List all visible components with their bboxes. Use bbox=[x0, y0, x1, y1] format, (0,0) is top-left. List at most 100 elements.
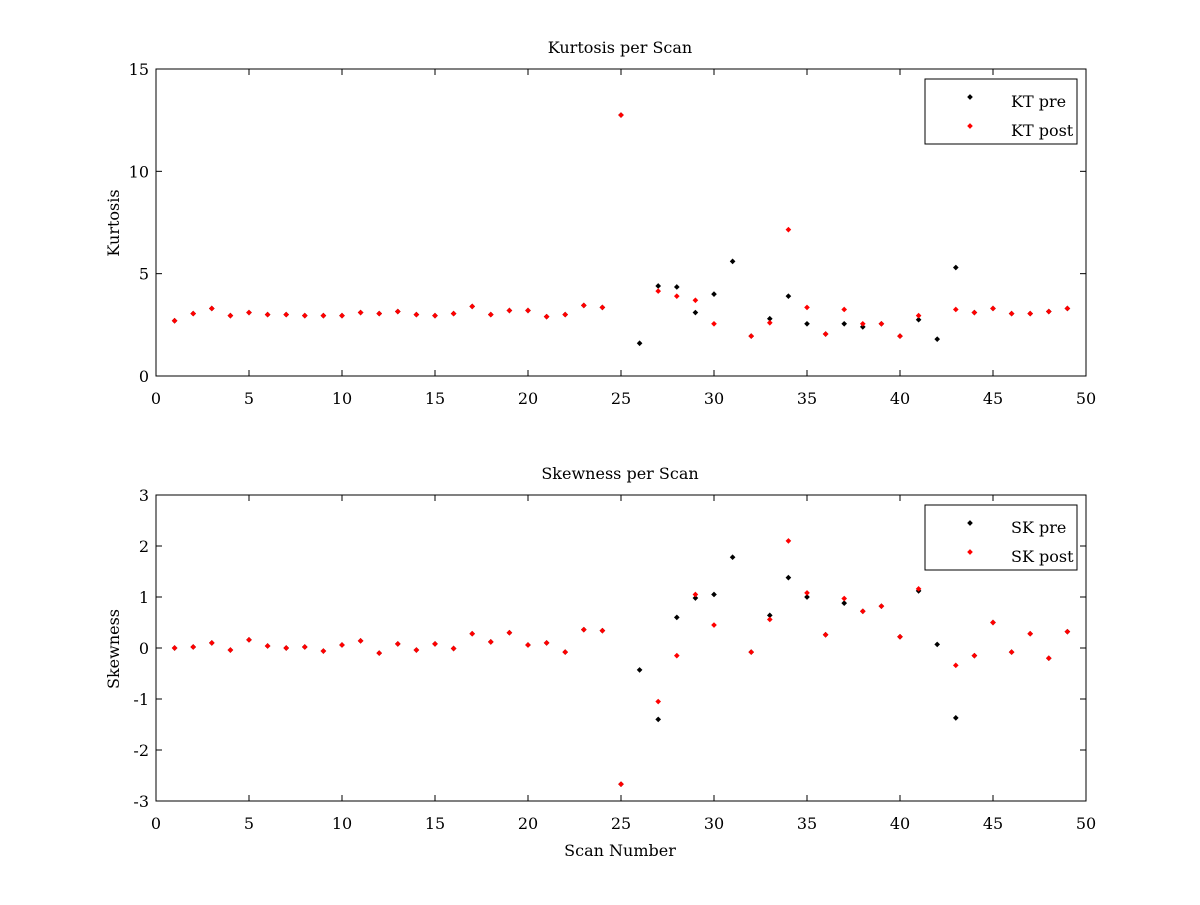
kurtosis-post-point bbox=[915, 312, 922, 319]
kurtosis-post-point bbox=[878, 320, 885, 327]
kurtosis-post-point bbox=[673, 293, 680, 300]
kurtosis-post-point bbox=[487, 311, 494, 318]
kurtosis-y-axis-label: Kurtosis bbox=[104, 189, 123, 256]
skewness-post-point bbox=[822, 631, 829, 638]
kurtosis-post-point bbox=[264, 311, 271, 318]
kurtosis-post-point bbox=[357, 309, 364, 316]
kurtosis-pre-point bbox=[785, 293, 792, 300]
kurtosis-post-point bbox=[822, 331, 829, 337]
skewness-pre-point bbox=[692, 595, 699, 601]
kurtosis-x-tick-label: 25 bbox=[611, 389, 631, 408]
skewness-post-point bbox=[804, 590, 810, 596]
kurtosis-y-tick-label: 15 bbox=[129, 60, 149, 79]
kurtosis-post-point bbox=[413, 311, 420, 318]
skewness-post-point bbox=[432, 641, 438, 647]
skewness-post-point bbox=[246, 637, 252, 643]
kurtosis-y-tick-label: 5 bbox=[139, 265, 149, 284]
kurtosis-post-point bbox=[859, 320, 866, 327]
skewness-post-point bbox=[208, 640, 215, 646]
skewness-post-point bbox=[450, 645, 457, 652]
kurtosis-post-point bbox=[469, 303, 476, 310]
skewness-post-point bbox=[711, 622, 717, 628]
skewness-post-point bbox=[1045, 655, 1052, 662]
skewness-post-point bbox=[301, 644, 308, 650]
skewness-post-point bbox=[171, 645, 178, 651]
skewness-post-point bbox=[506, 629, 513, 636]
skewness-y-tick-label: -2 bbox=[133, 741, 149, 760]
skewness-pre-point bbox=[934, 641, 941, 648]
skewness-post-point bbox=[283, 645, 290, 651]
kurtosis-post-point bbox=[450, 310, 457, 317]
skewness-post-point bbox=[1027, 630, 1034, 637]
skewness-pre-point bbox=[952, 715, 959, 721]
skewness-legend-box bbox=[924, 504, 1078, 571]
skewness-axes-frame bbox=[155, 494, 1087, 802]
kurtosis-post-point bbox=[785, 226, 792, 233]
skewness-post-point bbox=[1064, 628, 1071, 635]
skewness-post-point bbox=[618, 781, 624, 787]
kurtosis-pre-point bbox=[729, 258, 736, 265]
kurtosis-points bbox=[171, 112, 1071, 347]
kurtosis-x-tick-label: 45 bbox=[983, 389, 1003, 408]
skewness-post-point bbox=[1008, 649, 1015, 655]
skewness-legend-post-marker bbox=[967, 549, 973, 555]
skewness-pre-point bbox=[636, 667, 643, 673]
skewness-post-point bbox=[413, 647, 420, 653]
skewness-panel: Skewness per Scan Skewness Scan Number 0… bbox=[104, 464, 1096, 860]
skewness-legend: SK pre SK post bbox=[924, 504, 1078, 571]
kurtosis-axes-frame bbox=[155, 68, 1087, 377]
kurtosis-pre-point bbox=[711, 291, 717, 297]
kurtosis-pre-point bbox=[692, 309, 699, 316]
kurtosis-post-point bbox=[897, 333, 903, 339]
skewness-y-tick-label: 2 bbox=[139, 537, 149, 556]
kurtosis-pre-point bbox=[952, 264, 959, 271]
kurtosis-post-point bbox=[952, 306, 959, 313]
skewness-post-point bbox=[655, 698, 662, 705]
kurtosis-legend-box bbox=[924, 78, 1078, 145]
skewness-pre-point bbox=[711, 591, 717, 598]
kurtosis-x-tick-label: 15 bbox=[425, 389, 445, 408]
skewness-post-point bbox=[673, 652, 680, 659]
kurtosis-post-point bbox=[301, 312, 308, 319]
kurtosis-x-tick-label: 10 bbox=[332, 389, 352, 408]
skewness-x-tick-label: 25 bbox=[611, 814, 631, 833]
kurtosis-post-point bbox=[339, 312, 345, 319]
skewness-post-point bbox=[190, 644, 197, 650]
kurtosis-post-point bbox=[543, 313, 550, 320]
kurtosis-post-point bbox=[1008, 310, 1015, 317]
skewness-x-tick-label: 35 bbox=[797, 814, 817, 833]
skewness-pre-point bbox=[841, 600, 848, 606]
kurtosis-post-point bbox=[692, 297, 699, 304]
skewness-pre-point bbox=[655, 716, 662, 723]
kurtosis-post-point bbox=[1027, 310, 1034, 317]
skewness-x-tick-label: 30 bbox=[704, 814, 724, 833]
skewness-post-point bbox=[897, 633, 903, 640]
kurtosis-post-point bbox=[376, 310, 383, 317]
skewness-x-tick-label: 10 bbox=[332, 814, 352, 833]
skewness-post-point bbox=[357, 638, 364, 644]
skewness-post-point bbox=[952, 662, 959, 669]
kurtosis-pre-point bbox=[934, 336, 941, 342]
skewness-post-point bbox=[376, 650, 383, 656]
skewness-post-point bbox=[878, 603, 885, 610]
kurtosis-x-tick-label: 5 bbox=[244, 389, 254, 408]
skewness-y-axis-label: Skewness bbox=[104, 609, 123, 689]
kurtosis-post-point bbox=[599, 304, 606, 311]
skewness-y-tick-label: -1 bbox=[133, 690, 149, 709]
skewness-y-tick-label: 3 bbox=[139, 486, 149, 505]
skewness-post-point bbox=[599, 627, 606, 634]
skewness-post-point bbox=[990, 619, 996, 626]
skewness-legend-post-label: SK post bbox=[1011, 547, 1074, 566]
skewness-x-tick-label: 20 bbox=[518, 814, 538, 833]
kurtosis-post-point bbox=[748, 333, 755, 339]
kurtosis-post-point bbox=[580, 302, 587, 309]
kurtosis-post-point bbox=[432, 312, 438, 319]
kurtosis-post-point bbox=[841, 306, 848, 313]
kurtosis-title: Kurtosis per Scan bbox=[548, 38, 692, 57]
kurtosis-legend: KT pre KT post bbox=[924, 78, 1078, 145]
skewness-post-point bbox=[971, 652, 978, 659]
kurtosis-post-point bbox=[190, 310, 197, 317]
kurtosis-legend-post-label: KT post bbox=[1011, 121, 1074, 140]
skewness-pre-point bbox=[785, 574, 792, 581]
